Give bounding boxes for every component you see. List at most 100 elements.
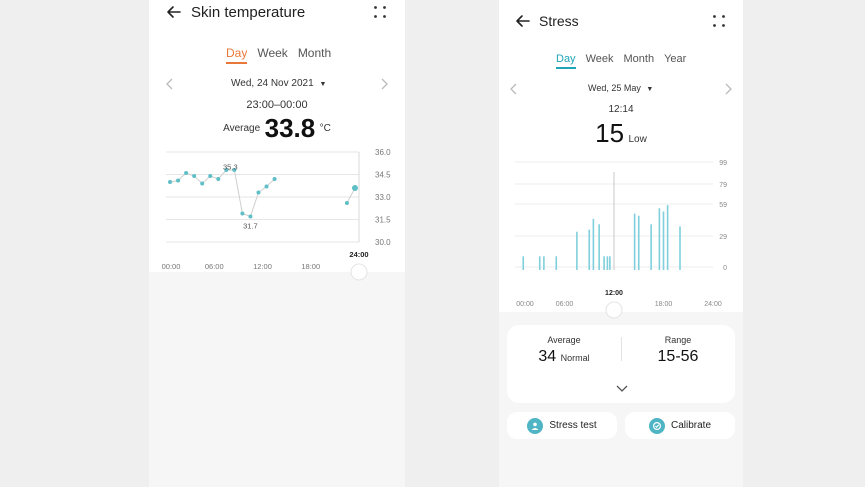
- page-title: Skin temperature: [191, 4, 306, 21]
- stress-screen: Stress Day Week Month Year Wed, 25 May ▼…: [499, 0, 743, 487]
- stress-chart: 99 79 59 29 0 00:00 06:00 12:00 18:00 24:00: [515, 160, 727, 319]
- stress-value: 15: [595, 118, 625, 148]
- y-tick-label: 79: [719, 182, 727, 189]
- stress-readout: 15 Low: [499, 118, 743, 149]
- stress-bar: [543, 256, 545, 270]
- tab-month[interactable]: Month: [623, 53, 655, 65]
- y-tick-label: 33.0: [375, 193, 391, 202]
- time-range: 23:00–00:00: [246, 99, 308, 111]
- data-point: [168, 180, 173, 184]
- stress-bar: [555, 256, 558, 270]
- data-label: 35.3: [223, 163, 238, 172]
- data-point: [351, 185, 358, 191]
- skin-temperature-chart: 36.0 34.5 33.0 31.5 30.0 00:00 06:00 12:00 18:00…: [162, 148, 391, 281]
- stress-bar: [592, 218, 595, 270]
- summary-divider: [621, 337, 622, 361]
- y-tick-label: 31.5: [375, 216, 391, 225]
- calibrate-label: Calibrate: [670, 420, 712, 431]
- stress-bar: [633, 213, 636, 270]
- data-point: [184, 171, 189, 175]
- stress-bar: [679, 226, 681, 270]
- stress-bar: [522, 256, 525, 270]
- previous-day-chevron-icon[interactable]: [165, 78, 175, 90]
- stress-bar: [666, 205, 669, 270]
- x-tick-label: 24:00: [704, 301, 722, 308]
- stress-bar: [609, 256, 611, 270]
- range-value: 15-56: [657, 348, 699, 365]
- average-readout: Average 33.8 °C: [149, 113, 405, 144]
- tab-year[interactable]: Year: [664, 53, 687, 65]
- x-tick-label: 00:00: [516, 301, 534, 308]
- data-point: [344, 201, 349, 205]
- next-day-chevron-icon[interactable]: [723, 83, 733, 95]
- data-point: [208, 174, 213, 178]
- previous-day-chevron-icon[interactable]: [509, 83, 519, 95]
- average-value: 33.8: [264, 113, 316, 143]
- more-options-icon[interactable]: [373, 5, 387, 19]
- data-point: [224, 168, 229, 172]
- next-day-chevron-icon[interactable]: [379, 78, 389, 90]
- selected-date: Wed, 25 May: [588, 83, 641, 93]
- stress-bar: [662, 211, 665, 270]
- x-tick-label: 06:00: [205, 262, 224, 271]
- data-point: [176, 178, 181, 183]
- temperature-unit: °C: [319, 123, 331, 134]
- data-point: [264, 184, 269, 189]
- stress-test-button[interactable]: Stress test: [507, 412, 617, 439]
- skin-content-area: [149, 0, 405, 272]
- average-readout: 34 Normal: [507, 348, 621, 366]
- stress-bar: [650, 224, 652, 270]
- data-point: [216, 177, 221, 181]
- x-tick-label: 06:00: [556, 301, 574, 308]
- y-tick-label: 59: [719, 202, 727, 209]
- x-tick-label: 12:00: [605, 290, 623, 297]
- dropdown-caret-icon: ▼: [319, 81, 327, 88]
- y-tick-label: 30.0: [375, 238, 391, 247]
- stress-titlebar: Stress: [499, 10, 743, 38]
- stress-summary-card: Average 34 Normal Range 15-56: [507, 325, 735, 403]
- average-level: Normal: [560, 353, 590, 363]
- calibrate-button[interactable]: Calibrate: [625, 412, 735, 439]
- average-label: Average: [547, 335, 581, 345]
- data-point: [192, 174, 197, 178]
- data-point: [232, 168, 237, 172]
- y-tick-label: 0: [723, 265, 727, 272]
- dropdown-caret-icon: ▼: [646, 86, 654, 93]
- x-tick-label: 24:00: [349, 250, 368, 259]
- tab-day[interactable]: Day: [226, 46, 248, 64]
- tab-week[interactable]: Week: [257, 46, 288, 60]
- skin-temperature-screen: Skin temperature Day Week Month Wed, 24 …: [149, 0, 405, 487]
- data-point: [200, 181, 205, 186]
- tab-week[interactable]: Week: [585, 53, 614, 65]
- date-selector[interactable]: Wed, 24 Nov 2021 ▼: [231, 78, 326, 89]
- back-arrow-icon[interactable]: [166, 4, 182, 20]
- tab-day[interactable]: Day: [556, 53, 576, 69]
- stress-bar: [588, 229, 591, 270]
- x-tick-label: 12:00: [253, 262, 272, 271]
- selected-date: Wed, 24 Nov 2021: [231, 78, 314, 89]
- selected-time: 12:14: [608, 104, 634, 115]
- data-label: 31.7: [243, 222, 258, 231]
- expand-chevron-down-icon[interactable]: [616, 385, 628, 393]
- skin-titlebar: Skin temperature: [149, 0, 405, 28]
- average-label: Average: [223, 123, 261, 134]
- calibrate-icon: [648, 417, 665, 434]
- tab-month[interactable]: Month: [297, 46, 332, 60]
- timeline-scrubber-handle: [605, 301, 623, 319]
- date-selector[interactable]: Wed, 25 May ▼: [588, 83, 653, 93]
- stress-level: Low: [628, 134, 647, 145]
- more-options-icon[interactable]: [712, 14, 726, 28]
- stress-bar: [637, 215, 640, 270]
- y-tick-label: 29: [719, 234, 727, 241]
- stress-bar: [606, 256, 609, 270]
- range-label: Range: [664, 335, 692, 345]
- x-tick-label: 18:00: [655, 301, 673, 308]
- y-tick-label: 99: [719, 160, 727, 167]
- y-tick-label: 36.0: [375, 148, 391, 157]
- period-tabs: Day Week Month Year: [556, 53, 686, 69]
- stress-bar: [603, 256, 605, 270]
- stress-bar: [598, 224, 600, 270]
- back-arrow-icon[interactable]: [515, 13, 531, 29]
- x-tick-label: 18:00: [301, 262, 320, 271]
- timeline-scrubber-handle: [350, 263, 368, 281]
